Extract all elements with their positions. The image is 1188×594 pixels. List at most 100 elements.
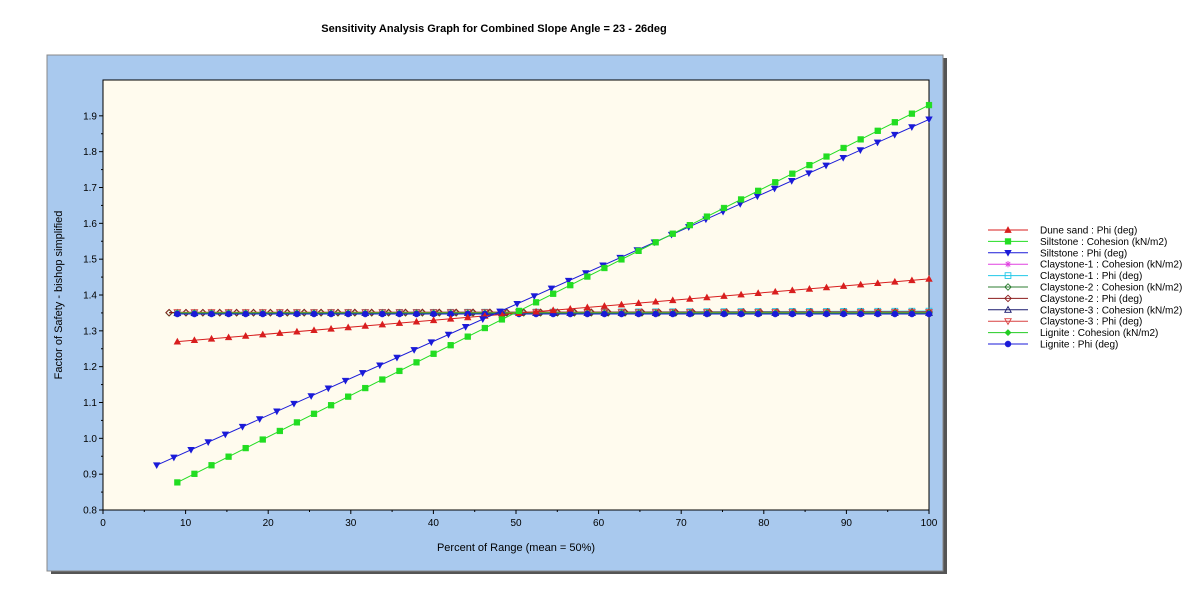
data-point — [618, 310, 625, 318]
data-point — [452, 308, 460, 317]
x-tick-label: 30 — [345, 518, 357, 529]
series-1 — [173, 275, 933, 345]
data-point — [805, 285, 814, 292]
data-point — [587, 308, 596, 316]
series-layer — [152, 101, 933, 486]
data-point — [412, 317, 421, 325]
data-point — [515, 307, 523, 315]
data-point — [361, 322, 369, 329]
data-point — [770, 185, 779, 193]
data-point — [327, 310, 335, 318]
data-point — [384, 308, 393, 317]
data-point — [789, 170, 796, 177]
data-point — [447, 342, 454, 349]
data-point — [496, 308, 504, 316]
data-point — [652, 239, 659, 246]
data-point — [840, 144, 847, 152]
data-point — [307, 393, 315, 400]
data-point — [772, 179, 779, 186]
data-point — [737, 290, 745, 298]
data-point — [600, 302, 609, 309]
y-axis-title: Factor of Safety - bishop simplified — [53, 211, 65, 380]
series-line — [156, 118, 930, 466]
y-tick-label: 1.4 — [83, 291, 97, 302]
data-point — [242, 444, 249, 452]
y-tick-label: 1.0 — [83, 434, 97, 445]
data-point — [1004, 238, 1012, 245]
data-point — [584, 310, 591, 318]
data-point — [413, 359, 420, 366]
data-point — [925, 310, 933, 318]
data-point — [469, 308, 477, 317]
data-point — [310, 310, 318, 318]
data-point — [361, 310, 369, 318]
data-point — [367, 308, 376, 317]
data-point — [283, 308, 292, 317]
x-tick-label: 100 — [921, 518, 938, 529]
data-point — [358, 370, 367, 377]
data-point — [498, 316, 506, 323]
data-point — [444, 331, 453, 339]
legend-item: Dune sand : Phi (deg) — [988, 226, 1137, 237]
data-point — [174, 479, 181, 486]
data-point — [789, 310, 796, 318]
data-point — [327, 402, 335, 409]
data-point — [393, 354, 401, 362]
data-point — [703, 310, 711, 318]
x-tick-label: 60 — [593, 518, 605, 529]
data-point — [788, 286, 797, 294]
data-point — [266, 308, 275, 317]
data-point — [273, 408, 281, 416]
x-tick-label: 10 — [180, 518, 192, 529]
data-point — [327, 324, 335, 332]
data-point — [634, 299, 643, 306]
data-point — [376, 362, 384, 370]
x-tick-label: 0 — [100, 518, 106, 529]
data-point — [564, 277, 573, 285]
data-point — [720, 292, 728, 299]
data-point — [427, 339, 435, 347]
data-point — [310, 326, 318, 334]
data-point — [840, 310, 847, 318]
data-point — [703, 213, 711, 220]
data-point — [259, 436, 266, 443]
data-point — [635, 247, 642, 254]
data-point — [242, 310, 249, 318]
data-point — [754, 289, 762, 296]
data-point — [464, 313, 472, 321]
data-point — [1004, 340, 1012, 348]
y-tick-label: 0.8 — [83, 506, 97, 517]
data-point — [225, 453, 232, 460]
y-tick-label: 1.2 — [83, 362, 97, 373]
data-point — [857, 136, 864, 143]
data-point — [567, 282, 574, 289]
data-point — [925, 275, 933, 282]
x-tick-label: 20 — [263, 518, 275, 529]
data-point — [310, 410, 318, 417]
data-point — [341, 377, 350, 385]
data-point — [822, 283, 831, 291]
data-point — [890, 131, 899, 139]
data-point — [479, 316, 487, 324]
data-point — [686, 222, 693, 229]
data-point — [276, 427, 283, 435]
data-point — [259, 310, 267, 318]
data-point — [822, 162, 830, 170]
y-tick-label: 1.1 — [83, 398, 97, 409]
data-point — [754, 310, 762, 318]
data-point — [669, 296, 677, 304]
y-tick-label: 1.7 — [83, 183, 97, 194]
data-point — [856, 147, 865, 154]
data-point — [293, 310, 301, 318]
data-point — [334, 308, 342, 317]
y-tick-label: 1.9 — [83, 111, 97, 122]
data-point — [908, 310, 916, 318]
legend-label: Claystone-3 : Cohesion (kN/m2) — [1040, 305, 1182, 316]
data-point — [755, 187, 762, 194]
data-point — [703, 293, 711, 301]
data-point — [344, 323, 352, 331]
data-point — [874, 310, 882, 318]
legend-label: Lignite : Phi (deg) — [1040, 340, 1118, 351]
